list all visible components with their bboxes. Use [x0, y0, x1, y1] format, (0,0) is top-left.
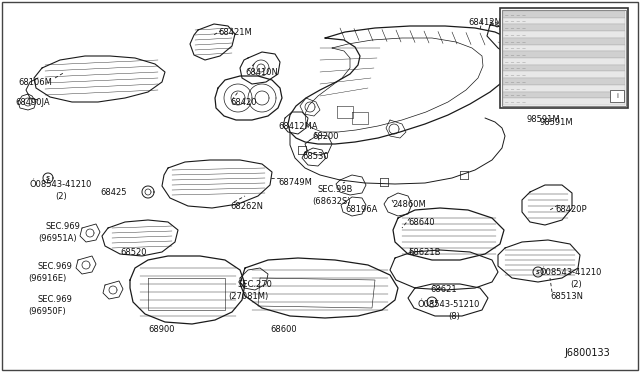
Text: —  —  —  —: — — — — — [505, 93, 525, 97]
Bar — [503, 98, 625, 105]
Text: 68412MA: 68412MA — [278, 122, 317, 131]
Text: —  —  —  —: — — — — — [505, 39, 525, 44]
Text: —  —  —  —: — — — — — [505, 33, 525, 37]
Text: 68513N: 68513N — [550, 292, 583, 301]
Text: —  —  —  —: — — — — — [505, 13, 525, 17]
Text: 68106M: 68106M — [18, 78, 52, 87]
Text: —  —  —  —: — — — — — [505, 26, 525, 30]
Text: (8): (8) — [448, 312, 460, 321]
Text: 68200: 68200 — [312, 132, 339, 141]
Text: S: S — [430, 299, 434, 305]
Text: 68420P: 68420P — [555, 205, 587, 214]
Text: —  —  —  —: — — — — — [505, 73, 525, 77]
Text: 68530: 68530 — [302, 152, 328, 161]
Text: —  —  —  —: — — — — — [505, 53, 525, 57]
Text: (27081M): (27081M) — [228, 292, 268, 301]
Bar — [503, 45, 625, 51]
Text: i: i — [616, 93, 618, 99]
Bar — [500, 8, 628, 108]
Text: 24860M: 24860M — [392, 200, 426, 209]
Text: 68640: 68640 — [408, 218, 435, 227]
Text: SEC.969: SEC.969 — [38, 295, 73, 304]
Text: 68749M: 68749M — [278, 178, 312, 187]
Text: 68421M: 68421M — [218, 28, 252, 37]
Text: SEC.969: SEC.969 — [45, 222, 80, 231]
Text: 68262N: 68262N — [230, 202, 263, 211]
Text: S: S — [46, 176, 50, 180]
Text: (96950F): (96950F) — [28, 307, 66, 316]
Text: SEC.99B: SEC.99B — [318, 185, 353, 194]
Text: (96951A): (96951A) — [38, 234, 77, 243]
Text: SEC.270: SEC.270 — [238, 280, 273, 289]
Bar — [610, 90, 624, 102]
Text: 68621B: 68621B — [408, 248, 440, 257]
Bar — [503, 92, 625, 98]
Bar — [503, 65, 625, 71]
Bar — [503, 38, 625, 45]
Bar — [503, 78, 625, 85]
Text: 68412M: 68412M — [468, 18, 502, 27]
Text: —  —  —  —: — — — — — [505, 87, 525, 90]
Text: —  —  —  —: — — — — — [505, 67, 525, 70]
Text: —  —  —  —: — — — — — [505, 80, 525, 84]
Bar — [503, 25, 625, 31]
Text: 68490JA: 68490JA — [15, 98, 50, 107]
Text: (68632S): (68632S) — [312, 197, 351, 206]
Text: (2): (2) — [570, 280, 582, 289]
Text: 98591M: 98591M — [540, 118, 573, 127]
Bar — [503, 31, 625, 38]
Text: 68520: 68520 — [120, 248, 147, 257]
Text: 68621: 68621 — [430, 285, 456, 294]
Text: 68420: 68420 — [230, 98, 257, 107]
Text: S: S — [536, 269, 540, 275]
Text: (2): (2) — [55, 192, 67, 201]
Bar — [502, 10, 626, 106]
Bar — [503, 71, 625, 78]
Text: 68600: 68600 — [270, 325, 296, 334]
Text: J6800133: J6800133 — [564, 348, 610, 358]
Text: Ó08543-41210: Ó08543-41210 — [30, 180, 92, 189]
Text: (96916E): (96916E) — [28, 274, 67, 283]
Text: Ó08543-51210: Ó08543-51210 — [418, 300, 481, 309]
Text: 68900: 68900 — [148, 325, 175, 334]
Bar — [503, 51, 625, 58]
Bar — [503, 18, 625, 25]
Bar — [503, 85, 625, 92]
Bar — [503, 11, 625, 18]
Text: SEC.969: SEC.969 — [38, 262, 73, 271]
Bar — [503, 58, 625, 65]
Text: 68425: 68425 — [100, 188, 127, 197]
Text: 68410N: 68410N — [245, 68, 278, 77]
Text: —  —  —  —: — — — — — [505, 19, 525, 23]
Text: —  —  —  —: — — — — — [505, 100, 525, 104]
Text: 68196A: 68196A — [345, 205, 378, 214]
Text: —  —  —  —: — — — — — [505, 46, 525, 50]
Text: 98591M: 98591M — [526, 115, 560, 124]
Text: Ó08543-41210: Ó08543-41210 — [540, 268, 602, 277]
Text: —  —  —  —: — — — — — [505, 60, 525, 64]
